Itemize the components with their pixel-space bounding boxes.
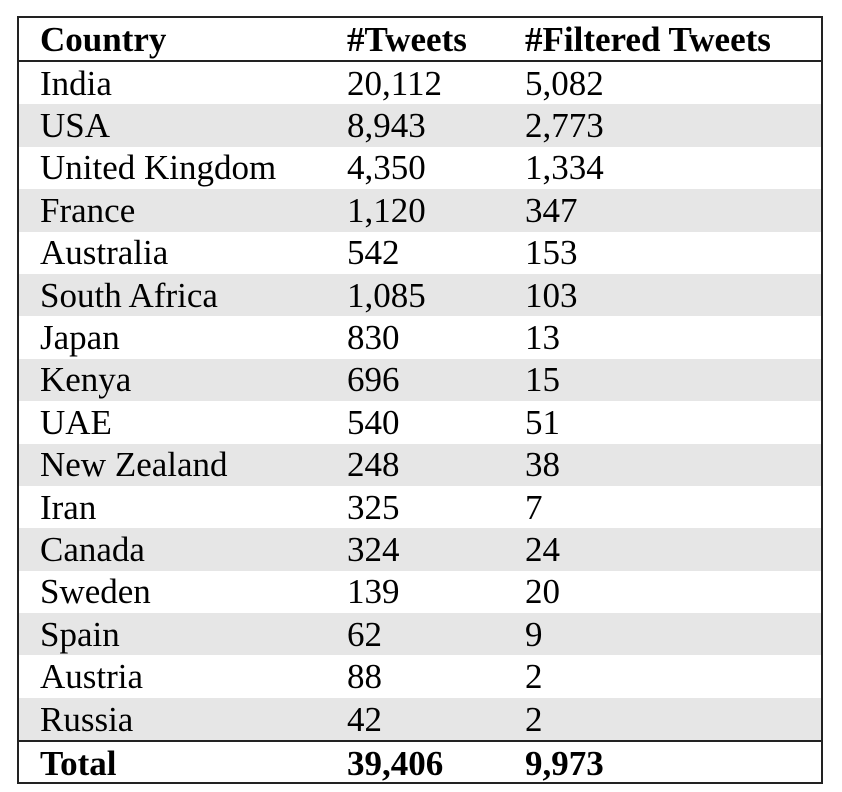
filtered-tweets-cell: 20 [525, 572, 560, 612]
table-row: Austria 88 2 [19, 655, 821, 697]
tweets-cell: 540 [347, 402, 400, 442]
filtered-tweets-cell: 1,334 [525, 148, 604, 188]
header-country: Country [19, 18, 326, 62]
tweets-cell: 1,085 [326, 273, 504, 317]
country-cell: France [19, 189, 326, 232]
total-filtered-tweets: 9,973 [504, 740, 821, 785]
country-cell: Canada [19, 528, 326, 571]
tweets-cell: 324 [326, 528, 504, 571]
tweets-cell: 20,112 [347, 63, 442, 103]
filtered-tweets-cell: 347 [504, 189, 821, 232]
country-cell: Austria [40, 657, 144, 697]
total-label: Total [19, 740, 326, 785]
country-cell: UAE [40, 402, 112, 442]
country-cell: Sweden [40, 572, 151, 612]
filtered-tweets-cell: 13 [525, 318, 560, 358]
table-row: United Kingdom 4,350 1,334 [19, 147, 821, 189]
country-cell: New Zealand [19, 443, 326, 486]
table-row: UAE 540 51 [19, 401, 821, 443]
table-row: Kenya 696 15 [19, 358, 821, 402]
total-tweets: 39,406 [326, 740, 504, 785]
table-row: Iran 325 7 [19, 486, 821, 528]
filtered-tweets-cell: 103 [504, 273, 821, 317]
country-cell: Russia [19, 697, 326, 742]
country-cell: Kenya [19, 358, 326, 402]
country-cell: Japan [40, 318, 120, 358]
table-row: USA 8,943 2,773 [19, 104, 821, 147]
country-cell: United Kingdom [40, 148, 277, 188]
header-filtered-tweets: #Filtered Tweets [504, 18, 821, 62]
country-cell: South Africa [19, 273, 326, 317]
country-cell: Australia [40, 233, 169, 273]
country-cell: Iran [40, 487, 97, 527]
tweets-cell: 4,350 [347, 148, 426, 188]
filtered-tweets-cell: 2,773 [504, 104, 821, 147]
filtered-tweets-cell: 2 [525, 657, 543, 697]
filtered-tweets-cell: 5,082 [525, 63, 604, 103]
tweets-cell: 88 [347, 657, 382, 697]
table-row: New Zealand 248 38 [19, 443, 821, 486]
filtered-tweets-cell: 153 [525, 233, 578, 273]
table-row: Russia 42 2 [19, 697, 821, 742]
filtered-tweets-cell: 24 [504, 528, 821, 571]
country-tweets-table: Country #Tweets #Filtered Tweets India 20… [19, 18, 821, 785]
country-tweets-table-frame: Country #Tweets #Filtered Tweets India 20… [17, 16, 823, 785]
header-row: Country #Tweets #Filtered Tweets [19, 18, 821, 62]
table-row: India 20,112 5,082 [19, 61, 821, 104]
filtered-tweets-cell: 38 [504, 443, 821, 486]
tweets-cell: 542 [347, 233, 400, 273]
tweets-cell: 42 [326, 697, 504, 742]
filtered-tweets-cell: 9 [504, 613, 821, 656]
table-row: Canada 324 24 [19, 528, 821, 571]
tweets-cell: 8,943 [326, 104, 504, 147]
filtered-tweets-cell: 15 [504, 358, 821, 402]
tweets-cell: 830 [347, 318, 400, 358]
tweets-cell: 139 [347, 572, 400, 612]
filtered-tweets-cell: 51 [525, 402, 560, 442]
tweets-cell: 325 [347, 487, 400, 527]
tweets-cell: 1,120 [326, 189, 504, 232]
country-cell: Spain [19, 613, 326, 656]
table-row: South Africa 1,085 103 [19, 273, 821, 317]
table-body: India 20,112 5,082 USA 8,943 2,773 United King… [19, 61, 821, 742]
tweets-cell: 62 [326, 613, 504, 656]
country-cell: USA [19, 104, 326, 147]
tweets-cell: 248 [326, 443, 504, 486]
tweets-cell: 696 [326, 358, 504, 402]
table-row: France 1,120 347 [19, 189, 821, 232]
country-cell: India [40, 63, 112, 103]
table-row: Australia 542 153 [19, 232, 821, 274]
header-tweets: #Tweets [326, 18, 504, 62]
table-row: Sweden 139 20 [19, 571, 821, 613]
filtered-tweets-cell: 2 [504, 697, 821, 742]
total-row: Total 39,406 9,973 [19, 740, 821, 785]
filtered-tweets-cell: 7 [525, 487, 543, 527]
table-row: Japan 830 13 [19, 316, 821, 358]
table-row: Spain 62 9 [19, 613, 821, 656]
